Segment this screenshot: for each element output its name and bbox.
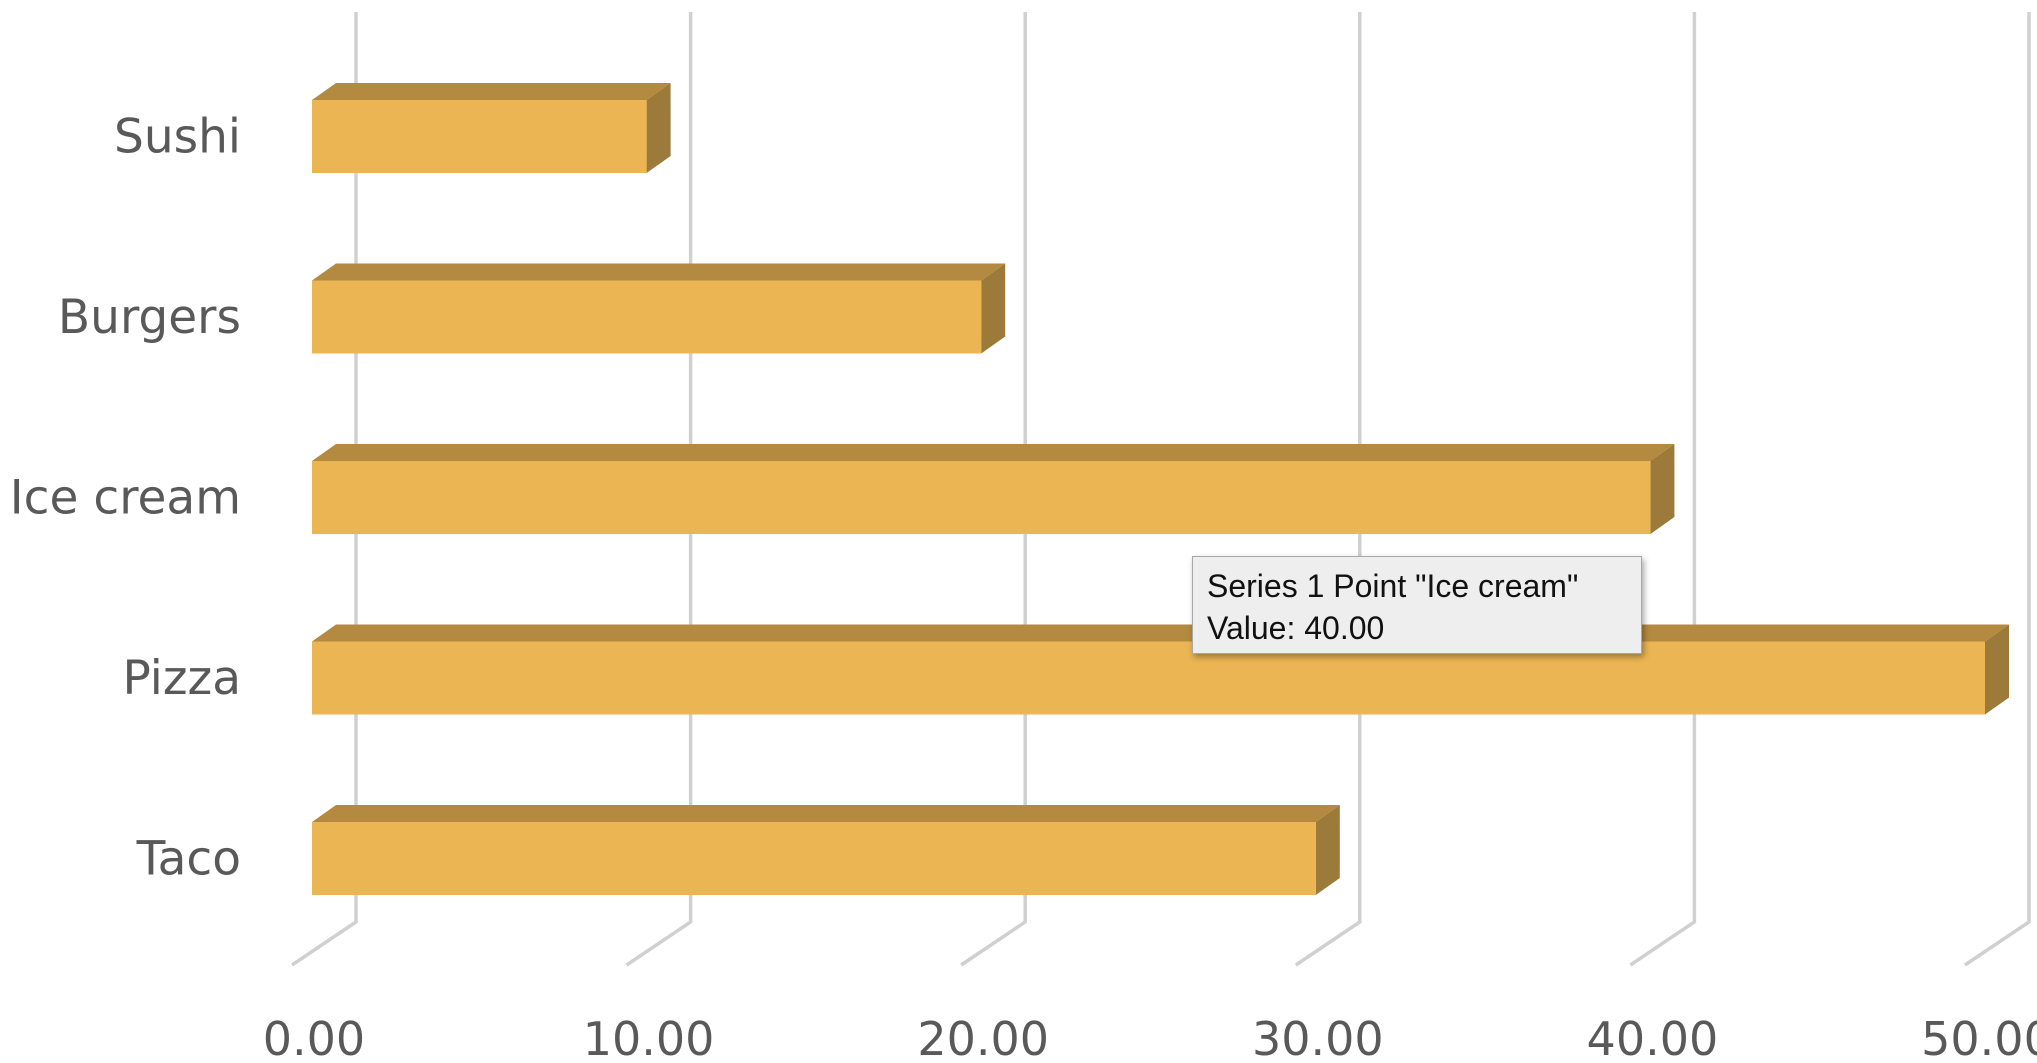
x-tick-label: 30.00 [1252, 1012, 1384, 1063]
bar-front-face [312, 461, 1651, 534]
bar-side-face [1985, 624, 2009, 715]
category-label: Taco [136, 832, 241, 887]
x-tick-label: 50.00 [1921, 1012, 2037, 1063]
tooltip-series-point: Series 1 Point "Ice cream" [1207, 568, 1579, 604]
gridline [1294, 12, 1362, 967]
category-label: Sushi [114, 110, 241, 165]
bar-pizza[interactable] [312, 624, 2009, 715]
category-label: Burgers [58, 290, 241, 345]
bar-front-face [312, 822, 1316, 895]
bar-top-face [312, 805, 1340, 822]
category-labels: Sushi Burgers Ice cream Pizza Taco [10, 110, 241, 887]
category-label: Ice cream [10, 471, 241, 526]
x-axis-tick-labels: 0.00 10.00 20.00 30.00 40.00 50.00 [263, 1012, 2037, 1063]
bar-burgers[interactable] [312, 263, 1006, 354]
x-tick-label: 40.00 [1587, 1012, 1719, 1063]
bar-side-face [646, 83, 671, 173]
x-tick-label: 0.00 [263, 1012, 365, 1063]
gridline [960, 12, 1027, 967]
tooltip-value: Value: 40.00 [1207, 610, 1385, 646]
x-tick-label: 10.00 [583, 1012, 715, 1063]
bar-taco[interactable] [312, 805, 1340, 895]
bar-side-face [981, 263, 1006, 354]
bar-top-face [312, 263, 1006, 281]
bar-top-face [312, 444, 1675, 461]
bar-side-face [1650, 444, 1675, 534]
bars [312, 83, 2009, 895]
bar-front-face [312, 280, 982, 354]
x-tick-label: 20.00 [917, 1012, 1049, 1063]
bar-ice-cream[interactable] [312, 444, 1675, 534]
gridline [1964, 12, 2031, 967]
data-point-tooltip: Series 1 Point "Ice cream" Value: 40.00 [1192, 556, 1642, 654]
category-label: Pizza [122, 651, 241, 706]
bar-sushi[interactable] [312, 83, 671, 173]
gridline [1629, 12, 1697, 967]
bar-top-face [312, 624, 2009, 642]
bar-top-face [312, 83, 671, 100]
bar-side-face [1315, 805, 1340, 895]
bar-front-face [312, 100, 647, 173]
bar-front-face [312, 641, 1985, 715]
